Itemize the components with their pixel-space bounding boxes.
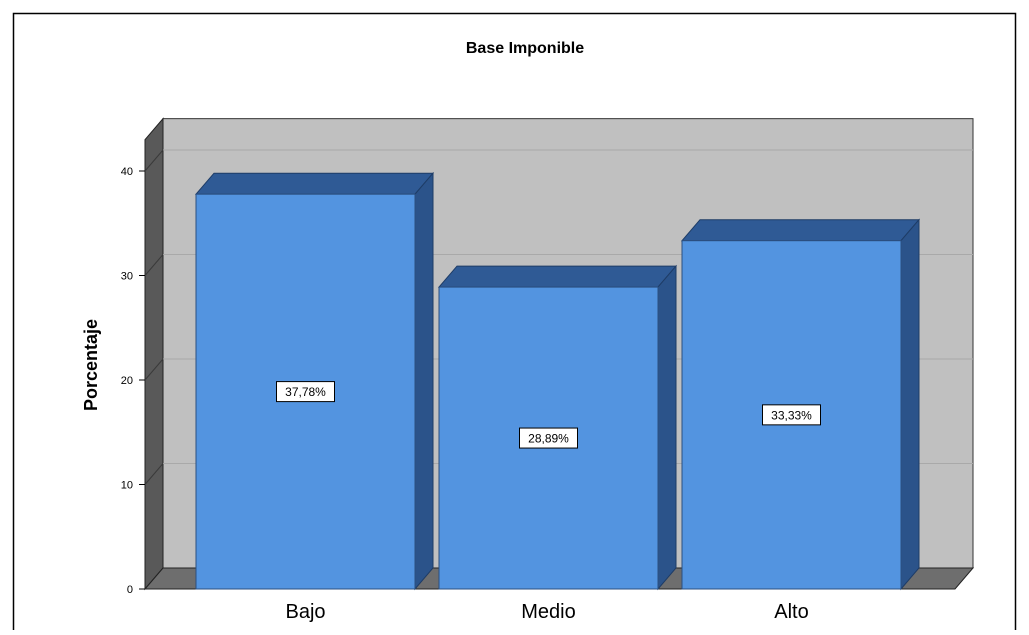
y-tick-label: 40: [121, 166, 133, 178]
bar-group: 28,89%: [437, 264, 678, 591]
data-label-box: [762, 404, 821, 426]
data-label-box: [276, 381, 335, 403]
bar-top: [194, 172, 435, 195]
bar-side: [414, 171, 434, 591]
y-axis-ticks: 0 10 20 30 40: [121, 166, 145, 596]
gridline-side: [144, 254, 164, 276]
x-axis-labels: Bajo Medio Alto: [285, 601, 808, 623]
bar-top: [437, 265, 678, 288]
gridline-side: [144, 463, 164, 485]
gridline-side: [144, 358, 164, 381]
chart-border: [12, 12, 1017, 630]
bar-group: 33,33%: [680, 218, 921, 591]
data-label: 37,78%: [285, 385, 326, 399]
chart-title: Base Imponible: [466, 40, 584, 57]
data-label-box: [519, 427, 578, 449]
x-tick-label: Medio: [521, 601, 575, 623]
bars: 37,78% 28,89% 33,33%: [194, 171, 921, 591]
y-tick-label: 30: [121, 271, 133, 283]
gridline-side: [144, 149, 164, 172]
x-tick-label: Alto: [774, 601, 808, 623]
data-label: 33,33%: [771, 408, 812, 422]
bar-side: [900, 218, 920, 591]
y-tick-label: 10: [121, 480, 133, 492]
y-axis-label: Porcentaje: [81, 319, 101, 411]
data-label: 28,89%: [528, 432, 569, 446]
y-tick-label: 20: [121, 375, 133, 387]
bar-group: 37,78%: [194, 171, 435, 591]
x-tick-label: Bajo: [285, 601, 325, 623]
side-wall: [144, 117, 164, 591]
y-tick-label: 0: [127, 584, 133, 596]
bar-top: [680, 219, 921, 242]
bar-side: [657, 264, 677, 591]
